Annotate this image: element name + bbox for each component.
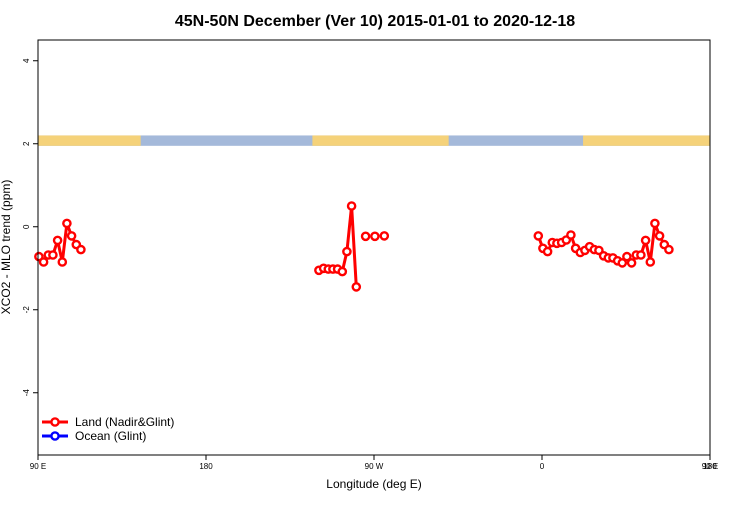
data-point (337, 266, 348, 277)
x-tick-label: 180 (703, 462, 717, 471)
x-tick-label: 90 E (702, 462, 718, 471)
series-line (318, 204, 358, 287)
data-point (379, 231, 390, 241)
data-point (66, 231, 77, 241)
data-point (617, 258, 628, 268)
y-axis: -4 -2 0 2 4 (22, 58, 38, 396)
data-point (342, 246, 352, 257)
data-point (654, 231, 665, 241)
legend: Land (Nadir&Glint)Ocean (Glint) (42, 415, 174, 443)
data-point (650, 218, 660, 229)
data-point (645, 257, 656, 267)
y-tick-label: 2 (22, 141, 31, 146)
data-point (52, 235, 63, 246)
data-point (57, 257, 68, 267)
x-tick-label: 90 E (30, 462, 46, 471)
land-band-segment (38, 135, 141, 146)
x-tick-label: 0 (540, 462, 545, 471)
data-point (360, 231, 371, 242)
x-tick-label: 180 (199, 462, 213, 471)
data-point (636, 250, 646, 260)
data-point (664, 244, 674, 255)
y-tick-label: 4 (22, 58, 31, 63)
chart-title: 45N-50N December (Ver 10) 2015-01-01 to … (175, 13, 575, 30)
data-point (346, 201, 357, 211)
data-point (370, 231, 380, 242)
data-point (640, 235, 651, 246)
legend-swatch-marker (50, 431, 60, 441)
data-point (542, 246, 553, 257)
data-point (626, 258, 637, 268)
data-point (48, 250, 58, 260)
legend-label: Land (Nadir&Glint) (75, 415, 174, 429)
data-point (622, 251, 632, 262)
legend-label: Ocean (Glint) (75, 429, 146, 443)
series-layer (34, 201, 674, 292)
land-band-segment (583, 135, 710, 146)
plot-frame (37, 39, 711, 456)
x-tick-label: 90 W (365, 462, 384, 471)
legend-swatch-marker (50, 417, 60, 427)
y-tick-label: -2 (22, 306, 31, 314)
y-tick-label: -4 (22, 389, 31, 397)
data-point (38, 257, 49, 267)
land-band-segment (312, 135, 449, 146)
x-axis-label: Longitude (deg E) (326, 477, 421, 491)
data-point (76, 244, 86, 255)
data-point (62, 218, 72, 229)
data-point (351, 282, 362, 292)
data-point (533, 231, 544, 241)
land-ocean-band (38, 135, 710, 146)
y-axis-label: XCO2 - MLO trend (ppm) (0, 180, 13, 315)
y-tick-label: 0 (22, 224, 31, 229)
data-point (566, 230, 576, 240)
